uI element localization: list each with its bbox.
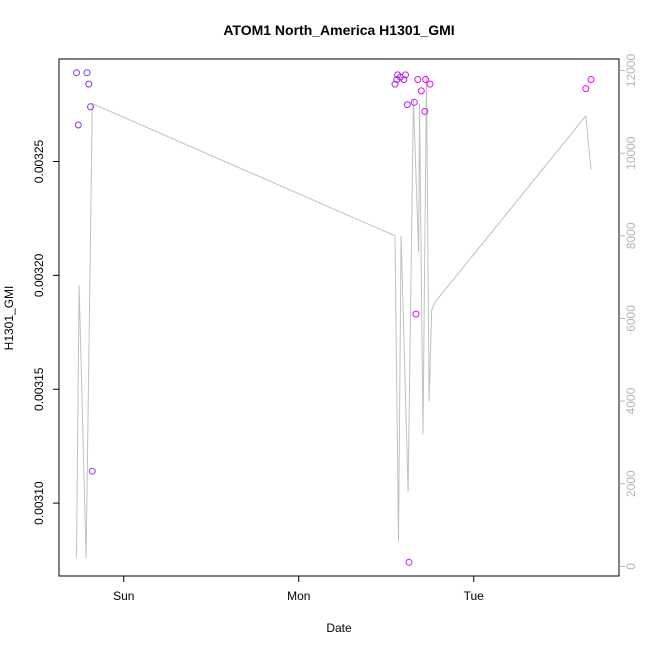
data-point [393,76,401,83]
y2-tick-label: 2000 [624,470,638,497]
data-point [405,558,413,566]
y-tick-label: 0.00315 [32,367,46,411]
data-point [582,85,590,93]
y-tick-label: 0.00325 [32,139,46,183]
y2-tick-label: 12000 [624,54,638,88]
y-axis-label: H1301_GMI [2,286,16,351]
y-axis: 0.00310 0.00315 0.00320 0.00325 [32,139,59,525]
plot-frame [58,58,620,577]
x-tick-label: Mon [287,589,310,603]
data-point [412,310,420,318]
data-point [391,80,399,88]
x-tick-label: Sun [113,589,134,603]
series-line [76,74,592,559]
y2-tick-label: 0 [624,563,638,570]
x-tick-label: Tue [464,589,485,603]
x-axis-label: Date [326,621,352,635]
y2-tick-label: 8000 [624,222,638,249]
x-axis: Sun Mon Tue [113,576,484,603]
secondary-y-axis: 0 2000 4000 6000 8000 10000 12000 [619,54,638,570]
chart-title: ATOM1 North_America H1301_GMI [223,22,454,38]
y2-tick-label: 4000 [624,387,638,414]
y-tick-label: 0.00320 [32,253,46,297]
data-point [417,87,425,95]
y2-tick-label: 10000 [624,136,638,170]
y2-tick-label: 6000 [624,305,638,332]
data-point [422,76,430,83]
y-tick-label: 0.00310 [32,481,46,525]
data-point [74,121,82,129]
data-point [410,98,418,106]
data-point [426,80,434,88]
data-point [403,101,411,109]
data-point [73,69,80,77]
data-points-layer [73,69,595,566]
data-point [402,71,409,79]
data-point [421,107,429,115]
data-point [88,467,96,475]
data-point [414,76,422,83]
data-point [400,76,408,83]
data-point [87,103,94,111]
data-point [83,69,91,77]
data-line-layer [76,74,592,559]
data-point [587,76,595,83]
data-point [85,80,93,88]
